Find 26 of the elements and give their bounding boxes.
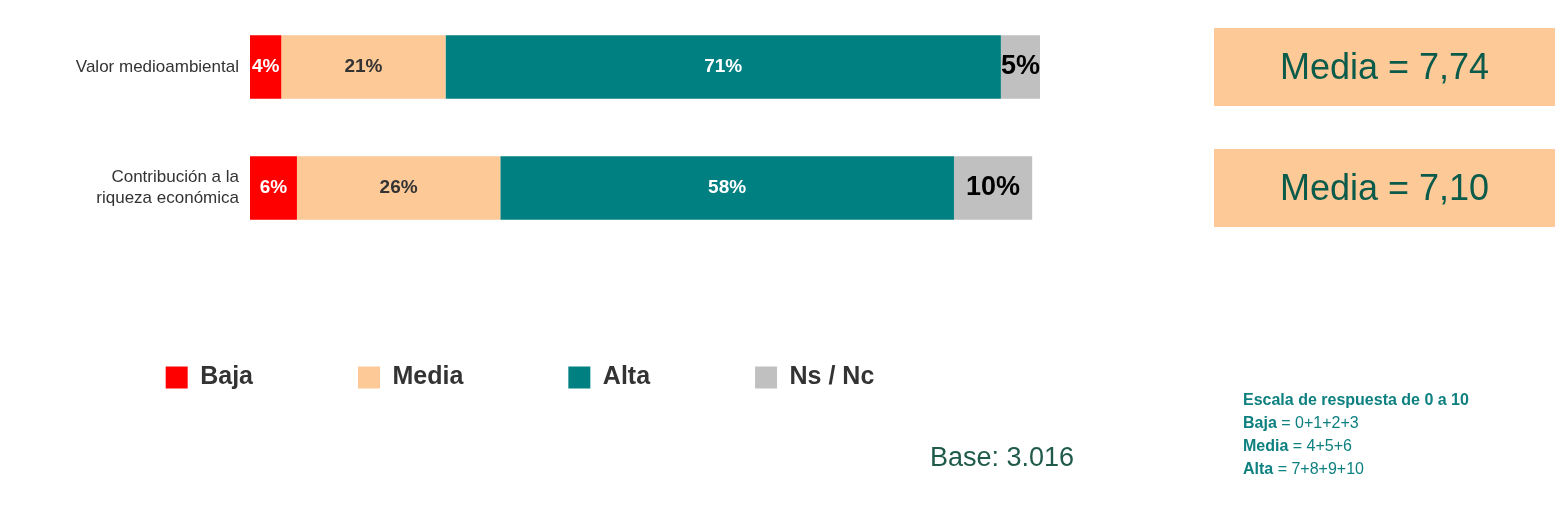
text: Escala de respuesta de 0 a 10 [1243, 391, 1469, 408]
legend-label: Media [392, 361, 465, 390]
data-label: 71% [704, 55, 743, 77]
bar [500, 156, 954, 220]
data-label: 6% [259, 176, 288, 198]
legend-label: Baja [200, 361, 255, 390]
text: Media = 7,10 [1214, 149, 1555, 227]
data-label: 5% [1000, 50, 1040, 81]
text: Alta = 7+8+9+10 [1243, 459, 1365, 479]
bar [250, 156, 297, 220]
legend-label: Ns / Nc [789, 361, 875, 390]
text: Base: 3.016 [930, 442, 1075, 473]
bar [296, 156, 501, 220]
text: Baja = 0+1+2+3 [1243, 413, 1360, 433]
data-label: 10% [966, 171, 1021, 202]
data-label: 21% [344, 55, 383, 77]
data-label: 4% [251, 55, 280, 77]
text: Media = 7,74 [1214, 28, 1555, 106]
text: Media = 4+5+6 [1243, 436, 1353, 456]
y-tick-label: Valor medioambiental [75, 56, 239, 76]
data-label: 26% [379, 176, 418, 198]
data-label: 58% [708, 176, 747, 198]
y-tick-label: Contribución a la riqueza económica [96, 167, 240, 207]
bar [445, 35, 1001, 99]
bar [281, 35, 446, 99]
legend-label: Alta [602, 361, 652, 390]
